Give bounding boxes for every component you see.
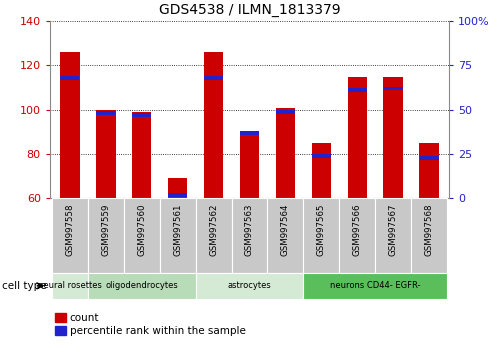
Bar [196, 198, 232, 273]
Bar [276, 109, 295, 114]
Bar [196, 273, 303, 299]
Bar [204, 76, 223, 80]
Text: astrocytes: astrocytes [228, 281, 271, 290]
Bar [132, 113, 151, 117]
Bar [303, 273, 447, 299]
Text: GSM997560: GSM997560 [137, 204, 146, 256]
Bar [347, 76, 367, 198]
Bar [232, 198, 267, 273]
Bar [96, 110, 116, 198]
Bar [240, 131, 259, 135]
Text: GSM997561: GSM997561 [173, 204, 182, 256]
Legend: count, percentile rank within the sample: count, percentile rank within the sample [55, 313, 246, 336]
Bar [52, 198, 88, 273]
Bar [52, 273, 88, 299]
Bar [420, 155, 439, 160]
Text: GSM997567: GSM997567 [389, 204, 398, 256]
Bar [204, 52, 224, 198]
Bar [411, 198, 447, 273]
Bar [88, 273, 196, 299]
Bar [267, 198, 303, 273]
Bar [420, 143, 439, 198]
Bar [383, 76, 403, 198]
Bar [303, 198, 339, 273]
Bar [60, 52, 79, 198]
Bar [60, 76, 79, 80]
Text: GSM997568: GSM997568 [425, 204, 434, 256]
Bar [384, 86, 403, 91]
Text: GSM997566: GSM997566 [353, 204, 362, 256]
Text: GSM997559: GSM997559 [101, 204, 110, 256]
Text: GSM997558: GSM997558 [65, 204, 74, 256]
Bar [311, 143, 331, 198]
Bar [348, 88, 367, 92]
Bar [160, 198, 196, 273]
Bar [132, 112, 152, 198]
Text: GSM997562: GSM997562 [209, 204, 218, 256]
Bar [168, 178, 188, 198]
Text: oligodendrocytes: oligodendrocytes [105, 281, 178, 290]
Bar [312, 154, 331, 158]
Bar [275, 108, 295, 198]
Bar [339, 198, 375, 273]
Bar [88, 198, 124, 273]
Text: GSM997563: GSM997563 [245, 204, 254, 256]
Text: GSM997564: GSM997564 [281, 204, 290, 256]
Bar [168, 193, 187, 197]
Text: GSM997565: GSM997565 [317, 204, 326, 256]
Bar [375, 198, 411, 273]
Title: GDS4538 / ILMN_1813379: GDS4538 / ILMN_1813379 [159, 4, 340, 17]
Text: neural rosettes: neural rosettes [38, 281, 102, 290]
Bar [96, 111, 115, 115]
Text: neurons CD44- EGFR-: neurons CD44- EGFR- [330, 281, 421, 290]
Text: cell type: cell type [2, 281, 47, 291]
Bar [240, 132, 259, 198]
Bar [124, 198, 160, 273]
